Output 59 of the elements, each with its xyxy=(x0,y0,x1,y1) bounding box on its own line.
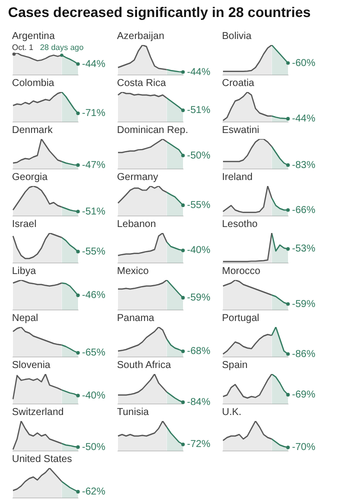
text: -72% xyxy=(187,439,210,450)
text: Cases decreased significantly in 28 countries xyxy=(8,4,311,20)
chart-title: Azerbaijan xyxy=(117,30,166,43)
chart-title: Argentina xyxy=(12,30,56,43)
chart-title: Denmark xyxy=(12,124,54,137)
chart-title: U.K. xyxy=(222,406,242,419)
text: -66% xyxy=(292,204,316,216)
text: -53% xyxy=(292,244,316,255)
chart-title: Morocco xyxy=(222,265,262,278)
text: -40% xyxy=(82,390,106,402)
text: -59% xyxy=(187,292,210,304)
chart-title: Georgia xyxy=(12,171,49,184)
text: -86% xyxy=(292,348,316,360)
chart-title: Israel xyxy=(12,218,38,231)
text: -51% xyxy=(187,105,210,116)
text: -83% xyxy=(292,160,316,171)
chart-title: Tunisia xyxy=(117,406,150,419)
text: 28 days ago xyxy=(40,43,84,52)
chart-title: Portugal xyxy=(222,312,260,325)
chart-title: Germany xyxy=(117,171,160,184)
chart-title: South Africa xyxy=(117,359,172,372)
chart-title: Mexico xyxy=(117,265,150,278)
text: -60% xyxy=(292,58,316,69)
text: -44% xyxy=(187,66,210,78)
text: -47% xyxy=(82,160,106,171)
chart-title: Colombia xyxy=(12,77,56,90)
text: Oct. 1 xyxy=(12,43,34,52)
chart-title: Costa Rica xyxy=(117,77,167,90)
chart-title: Nepal xyxy=(12,312,40,325)
chart-title: Croatia xyxy=(222,77,256,90)
text: -84% xyxy=(187,396,210,408)
text: -46% xyxy=(82,290,106,302)
text: -68% xyxy=(187,346,210,358)
text: -50% xyxy=(187,150,210,162)
chart-title: Lebanon xyxy=(117,218,157,231)
text: -40% xyxy=(187,245,210,256)
chart-title: Spain xyxy=(222,359,249,372)
text: -71% xyxy=(82,108,106,120)
chart-title: Libya xyxy=(12,265,37,278)
text: -70% xyxy=(292,442,316,454)
text: -55% xyxy=(187,200,210,211)
text: -62% xyxy=(82,486,106,498)
text: -44% xyxy=(82,58,106,70)
chart-title: Eswatini xyxy=(222,124,260,137)
text: -69% xyxy=(292,389,316,400)
text: -59% xyxy=(292,298,316,310)
chart-title: Bolivia xyxy=(222,30,252,43)
chart-title: United States xyxy=(12,453,74,466)
text: -65% xyxy=(82,348,106,359)
text: -50% xyxy=(82,442,106,453)
text: -51% xyxy=(82,206,106,218)
chart-title: Slovenia xyxy=(12,359,52,372)
text: -55% xyxy=(82,246,106,258)
chart-title: Ireland xyxy=(222,171,254,184)
chart-title: Switzerland xyxy=(12,406,65,419)
text: -44% xyxy=(292,113,316,124)
chart-title: Panama xyxy=(117,312,156,325)
chart-title: Lesotho xyxy=(222,218,259,231)
chart-title: Dominican Rep. xyxy=(117,124,190,137)
